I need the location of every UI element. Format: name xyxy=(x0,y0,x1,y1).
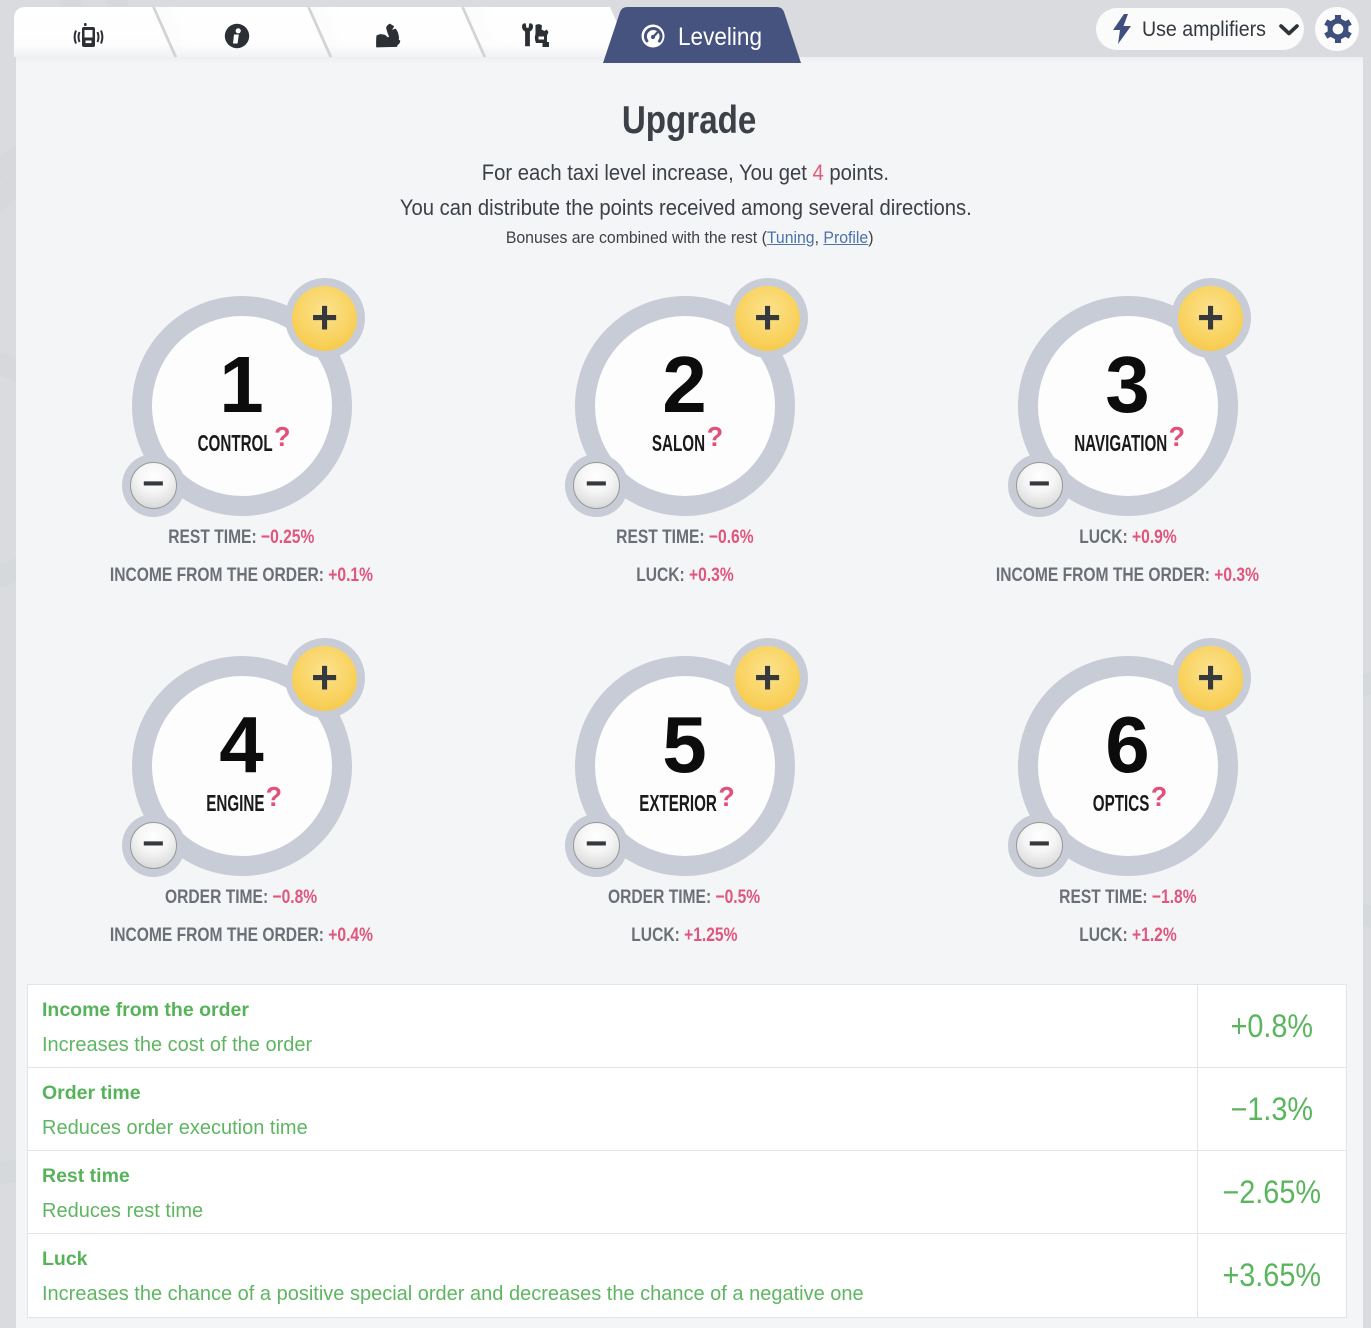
svg-text:Leveling: Leveling xyxy=(678,23,762,51)
